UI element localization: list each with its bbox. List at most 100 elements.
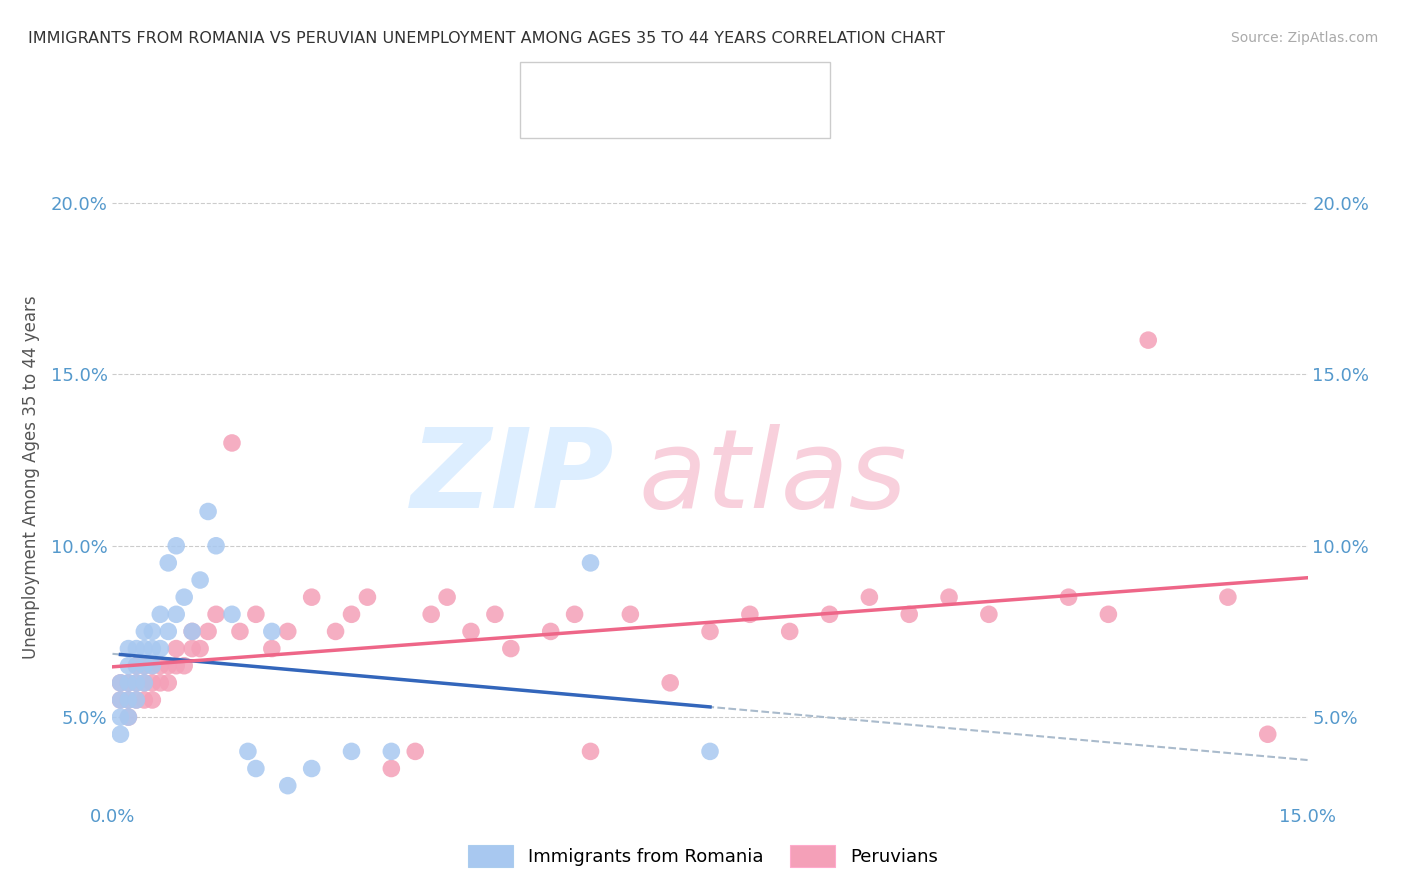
Point (134, 658, 156, 673)
Point (938, 590, 960, 604)
Point (134, 676, 156, 690)
Point (484, 607, 506, 622)
Text: atlas: atlas (638, 424, 907, 531)
Point (149, 641, 172, 656)
Point (181, 624, 204, 639)
Point (1216, 590, 1239, 604)
Point (141, 676, 163, 690)
Point (277, 624, 299, 639)
Point (197, 504, 219, 518)
Point (117, 710, 139, 724)
Point (117, 710, 139, 724)
Point (229, 624, 252, 639)
Point (380, 744, 402, 758)
Point (858, 590, 880, 604)
Point (125, 641, 148, 656)
Point (173, 658, 195, 673)
Point (134, 641, 156, 656)
Point (699, 744, 721, 758)
Point (141, 658, 163, 673)
Point (188, 573, 211, 587)
Point (579, 556, 602, 570)
Point (460, 624, 482, 639)
Point (165, 658, 187, 673)
Point (1097, 607, 1119, 622)
Point (499, 641, 522, 656)
Point (141, 641, 163, 656)
Point (149, 676, 172, 690)
Point (141, 624, 163, 639)
Y-axis label: Unemployment Among Ages 35 to 44 years: Unemployment Among Ages 35 to 44 years (21, 295, 39, 659)
Point (110, 693, 132, 707)
Point (301, 590, 323, 604)
Point (125, 676, 148, 690)
Point (277, 779, 299, 793)
Point (818, 607, 841, 622)
Point (380, 762, 402, 776)
Point (659, 676, 682, 690)
Point (165, 607, 187, 622)
Point (117, 641, 139, 656)
Point (134, 693, 156, 707)
Point (1137, 333, 1160, 347)
Point (245, 762, 267, 776)
Point (110, 693, 132, 707)
Point (619, 607, 641, 622)
Point (197, 624, 219, 639)
Point (356, 590, 378, 604)
Point (221, 436, 243, 450)
Point (110, 676, 132, 690)
Point (125, 658, 148, 673)
Text: Source: ZipAtlas.com: Source: ZipAtlas.com (1230, 31, 1378, 45)
Point (157, 676, 180, 690)
Point (340, 607, 363, 622)
Point (165, 539, 187, 553)
Point (738, 607, 761, 622)
Point (110, 727, 132, 741)
Point (117, 658, 139, 673)
Point (117, 693, 139, 707)
Point (134, 658, 156, 673)
Point (236, 744, 259, 758)
Point (165, 641, 187, 656)
Point (157, 658, 180, 673)
Point (125, 676, 148, 690)
Point (117, 676, 139, 690)
Point (579, 744, 602, 758)
Text: R = 0.479   N = 41: R = 0.479 N = 41 (571, 74, 755, 92)
Point (181, 641, 204, 656)
Point (420, 607, 443, 622)
Point (125, 658, 148, 673)
Point (1057, 590, 1080, 604)
Point (205, 607, 228, 622)
Point (1257, 727, 1279, 741)
Point (699, 624, 721, 639)
Point (325, 624, 347, 639)
Point (141, 693, 163, 707)
Point (564, 607, 586, 622)
Point (117, 676, 139, 690)
Point (404, 744, 426, 758)
Point (245, 607, 267, 622)
Text: IMMIGRANTS FROM ROMANIA VS PERUVIAN UNEMPLOYMENT AMONG AGES 35 TO 44 YEARS CORRE: IMMIGRANTS FROM ROMANIA VS PERUVIAN UNEM… (28, 31, 945, 46)
Point (205, 539, 228, 553)
Point (436, 590, 458, 604)
Point (157, 624, 180, 639)
Point (188, 641, 211, 656)
Point (110, 676, 132, 690)
Point (260, 624, 283, 639)
Text: ZIP: ZIP (411, 424, 614, 531)
Point (125, 693, 148, 707)
Legend: Immigrants from Romania, Peruvians: Immigrants from Romania, Peruvians (461, 838, 945, 874)
Point (134, 624, 156, 639)
Point (110, 710, 132, 724)
Point (181, 624, 204, 639)
Point (173, 590, 195, 604)
Text: R = 0.354   N = 60: R = 0.354 N = 60 (571, 106, 755, 124)
Point (149, 658, 172, 673)
Point (141, 658, 163, 673)
Point (340, 744, 363, 758)
Point (149, 607, 172, 622)
Point (260, 641, 283, 656)
Point (125, 693, 148, 707)
